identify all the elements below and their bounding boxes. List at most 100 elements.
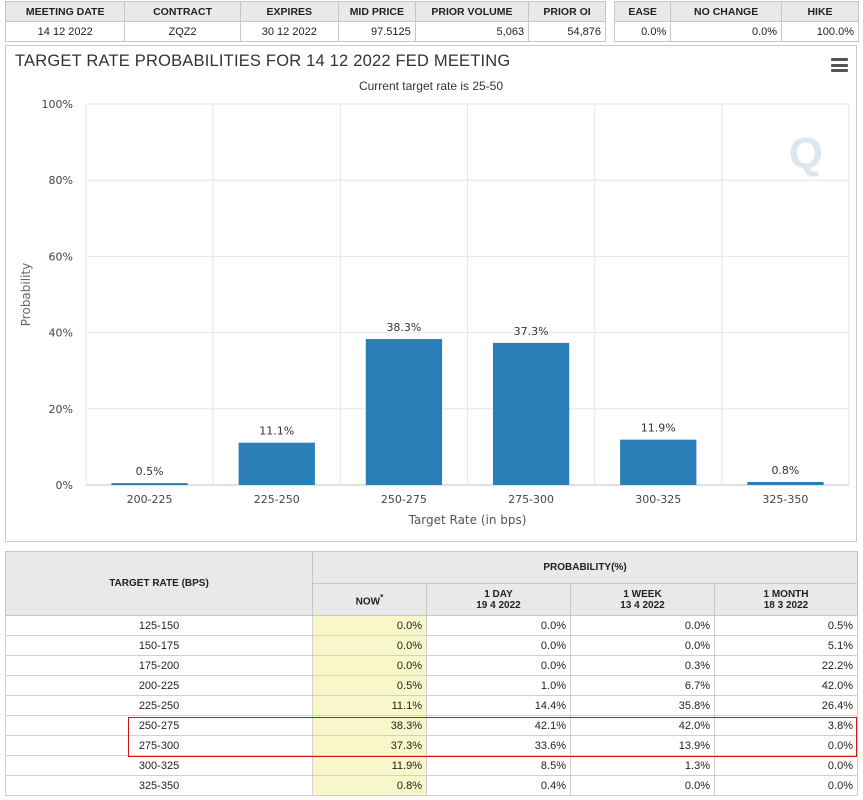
bar — [365, 339, 443, 485]
data-label: 0.5% — [136, 465, 164, 478]
meeting-summary-table: MEETING DATE CONTRACT EXPIRES MID PRICE … — [4, 1, 606, 42]
hike-header: HIKE — [781, 1, 859, 22]
one-month-cell: 0.0% — [714, 775, 858, 796]
probability-group-header: PROBABILITY(%) — [312, 551, 858, 584]
rate-cell: 275-300 — [5, 735, 313, 756]
table-row: 250-275 38.3% 42.1% 42.0% 3.8% — [5, 715, 858, 736]
table-row: 225-250 11.1% 14.4% 35.8% 26.4% — [5, 695, 858, 716]
hike-value: 100.0% — [781, 21, 859, 42]
one-month-cell: 0.5% — [714, 615, 858, 636]
now-cell: 38.3% — [312, 715, 427, 736]
one-day-date: 19 4 2022 — [476, 599, 521, 611]
now-cell: 0.0% — [312, 615, 427, 636]
one-day-header: 1 DAY 19 4 2022 — [426, 583, 571, 616]
watermark-logo: Q — [789, 129, 823, 178]
expires-header: EXPIRES — [239, 1, 339, 22]
one-month-cell: 0.0% — [714, 735, 858, 756]
bar — [238, 442, 315, 485]
one-week-cell: 13.9% — [570, 735, 715, 756]
now-cell: 11.9% — [312, 755, 427, 776]
one-week-label: 1 WEEK — [623, 588, 662, 600]
one-day-cell: 0.0% — [426, 635, 571, 656]
one-week-cell: 0.0% — [570, 775, 715, 796]
y-tick-label: 60% — [49, 250, 73, 263]
one-month-header: 1 MONTH 18 3 2022 — [714, 583, 858, 616]
data-label: 11.1% — [259, 425, 294, 438]
x-tick-label: 325-350 — [762, 493, 808, 506]
prior-oi-value: 54,876 — [528, 21, 606, 42]
chart-panel: Q 0% 20% 40% 60% 80% 100% 0.5% 200-225 11.1% 225-2… — [5, 45, 857, 542]
one-day-cell: 1.0% — [426, 675, 571, 696]
bar-chart: Q 0% 20% 40% 60% 80% 100% 0.5% 200-225 11.1% 225-2… — [19, 98, 850, 527]
one-week-cell: 0.0% — [570, 635, 715, 656]
one-month-cell: 22.2% — [714, 655, 858, 676]
one-week-cell: 6.7% — [570, 675, 715, 696]
now-cell: 11.1% — [312, 695, 427, 716]
bar — [492, 342, 570, 485]
prior-volume-header: PRIOR VOLUME — [414, 1, 530, 22]
now-cell: 37.3% — [312, 735, 427, 756]
mid-price-header: MID PRICE — [337, 1, 416, 22]
x-tick-label: 250-275 — [381, 493, 427, 506]
chart-title: TARGET RATE PROBABILITIES FOR 14 12 2022… — [15, 52, 511, 70]
probability-table: TARGET RATE (BPS) PROBABILITY(%) NOW* 1 … — [5, 551, 858, 796]
x-tick-label: 200-225 — [127, 493, 173, 506]
table-row: 200-225 0.5% 1.0% 6.7% 42.0% — [5, 675, 858, 696]
data-label: 0.8% — [771, 464, 799, 477]
rate-cell: 300-325 — [5, 755, 313, 776]
bar — [620, 439, 697, 485]
one-week-header: 1 WEEK 13 4 2022 — [570, 583, 715, 616]
one-day-cell: 14.4% — [426, 695, 571, 716]
y-axis-title: Probability — [19, 263, 33, 326]
table-row: 150-175 0.0% 0.0% 0.0% 5.1% — [5, 635, 858, 656]
one-day-cell: 0.0% — [426, 655, 571, 676]
one-month-date: 18 3 2022 — [763, 599, 809, 611]
rate-cell: 125-150 — [5, 615, 313, 636]
table-row: 300-325 11.9% 8.5% 1.3% 0.0% — [5, 755, 858, 776]
one-month-cell: 26.4% — [714, 695, 858, 716]
no-change-value: 0.0% — [670, 21, 783, 42]
chart-subtitle: Current target rate is 25-50 — [358, 79, 504, 93]
one-week-cell: 0.0% — [570, 615, 715, 636]
x-tick-label: 300-325 — [635, 493, 681, 506]
data-label: 11.9% — [641, 422, 676, 435]
ease-header: EASE — [613, 1, 672, 22]
one-week-cell: 35.8% — [570, 695, 715, 716]
meeting-date-header: MEETING DATE — [4, 1, 126, 22]
menu-icon[interactable] — [831, 58, 848, 72]
y-tick-label: 40% — [49, 327, 73, 340]
y-tick-label: 100% — [42, 98, 73, 111]
one-week-cell: 42.0% — [570, 715, 715, 736]
now-label: NOW — [355, 596, 381, 608]
table-row: 275-300 37.3% 33.6% 13.9% 0.0% — [5, 735, 858, 756]
rate-cell: 175-200 — [5, 655, 313, 676]
one-week-date: 13 4 2022 — [620, 599, 665, 611]
one-month-cell: 5.1% — [714, 635, 858, 656]
table-row: 175-200 0.0% 0.0% 0.3% 22.2% — [5, 655, 858, 676]
prior-oi-header: PRIOR OI — [528, 1, 606, 22]
table-row: 325-350 0.8% 0.4% 0.0% 0.0% — [5, 775, 858, 796]
y-tick-label: 0% — [56, 479, 73, 492]
rate-cell: 250-275 — [5, 715, 313, 736]
one-week-cell: 1.3% — [570, 755, 715, 776]
one-day-cell: 42.1% — [426, 715, 571, 736]
now-header: NOW* — [312, 583, 427, 616]
one-month-cell: 0.0% — [714, 755, 858, 776]
one-month-cell: 42.0% — [714, 675, 858, 696]
now-cell: 0.8% — [312, 775, 427, 796]
data-label: 37.3% — [514, 325, 549, 338]
no-change-header: NO CHANGE — [670, 1, 783, 22]
now-footnote-mark: * — [380, 591, 384, 602]
expires-value: 30 12 2022 — [239, 21, 339, 42]
ease-value: 0.0% — [613, 21, 672, 42]
x-axis-title: Target Rate (in bps) — [408, 513, 527, 527]
x-tick-label: 275-300 — [508, 493, 554, 506]
target-rate-header: TARGET RATE (BPS) — [5, 551, 313, 616]
one-day-cell: 8.5% — [426, 755, 571, 776]
one-week-cell: 0.3% — [570, 655, 715, 676]
rate-cell: 325-350 — [5, 775, 313, 796]
now-cell: 0.5% — [312, 675, 427, 696]
y-tick-label: 20% — [49, 403, 73, 416]
now-cell: 0.0% — [312, 635, 427, 656]
rate-cell: 150-175 — [5, 635, 313, 656]
